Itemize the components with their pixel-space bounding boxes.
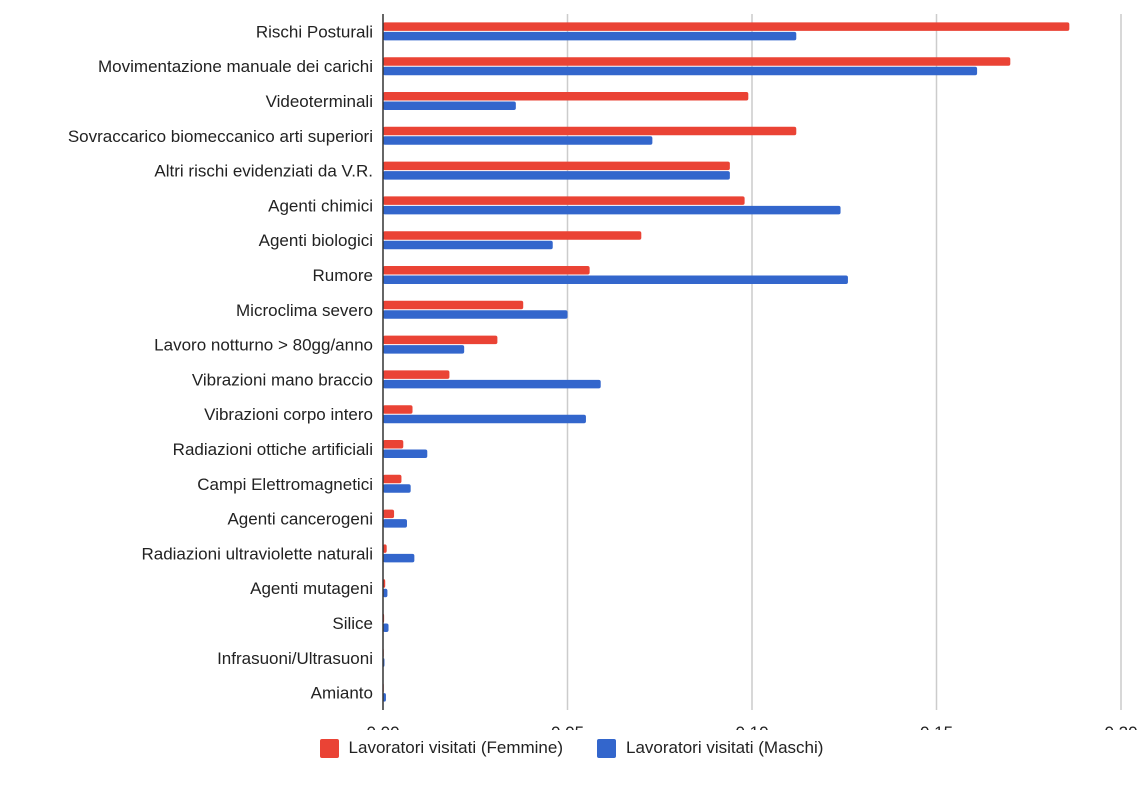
gridlines <box>566 14 1122 710</box>
bar-femmine[interactable] <box>383 474 402 484</box>
legend: Lavoratori visitati (Femmine) Lavoratori… <box>0 738 1143 758</box>
bar-femmine[interactable] <box>383 266 590 275</box>
legend-label-femmine: Lavoratori visitati (Femmine) <box>348 738 563 757</box>
bar-maschi[interactable] <box>383 623 389 633</box>
x-tick-label: 0,05 <box>551 723 584 730</box>
bar-maschi[interactable] <box>383 275 848 285</box>
bar-maschi[interactable] <box>383 240 553 250</box>
bar-maschi[interactable] <box>383 345 465 354</box>
x-tick-label: 0,00 <box>366 723 399 730</box>
category-label: Amianto <box>311 684 373 703</box>
category-label: Agenti cancerogeni <box>227 510 373 529</box>
bar-maschi[interactable] <box>383 379 601 389</box>
category-label: Radiazioni ultraviolette naturali <box>141 544 373 563</box>
bar-chart: 0,00 0,05 0,10 0,15 0,20 Rischi Posturali Movi… <box>68 14 1138 742</box>
category-label: Microclima severo <box>236 301 373 320</box>
category-label: Radiazioni ottiche artificiali <box>173 440 373 459</box>
bar-femmine[interactable] <box>383 300 524 310</box>
category-label: Lavoro notturno > 80gg/anno <box>154 336 373 355</box>
bar-maschi[interactable] <box>383 519 407 528</box>
legend-item-maschi[interactable]: Lavoratori visitati (Maschi) <box>597 738 823 758</box>
category-label: Rischi Posturali <box>256 22 373 41</box>
bar-femmine[interactable] <box>383 231 642 240</box>
bar-femmine[interactable] <box>383 440 404 449</box>
bar-femmine[interactable] <box>383 161 730 171</box>
bar-maschi[interactable] <box>383 31 797 41</box>
bar-maschi[interactable] <box>383 205 841 215</box>
x-tick-label: 0,15 <box>920 723 953 730</box>
category-label: Sovraccarico biomeccanico arti superiori <box>68 127 373 146</box>
bar-femmine[interactable] <box>383 544 387 553</box>
axes: 0,00 0,05 0,10 0,15 0,20 Rischi Posturali Movi… <box>68 14 1138 742</box>
bar-maschi[interactable] <box>383 484 411 493</box>
bar-femmine[interactable] <box>383 22 1070 31</box>
legend-swatch-maschi <box>597 738 616 758</box>
legend-item-femmine[interactable]: Lavoratori visitati (Femmine) <box>319 738 563 758</box>
bar-femmine[interactable] <box>383 370 450 379</box>
x-tick-label: 0,10 <box>735 723 768 730</box>
category-label: Altri rischi evidenziati da V.R. <box>154 162 373 181</box>
bar-femmine[interactable] <box>383 126 797 136</box>
x-tick-label: 0,20 <box>1104 723 1137 730</box>
bar-femmine[interactable] <box>383 196 745 205</box>
bar-maschi[interactable] <box>383 136 653 145</box>
bar-maschi[interactable] <box>383 553 415 563</box>
category-label: Agenti chimici <box>268 196 373 215</box>
category-label: Rumore <box>313 266 373 285</box>
bar-femmine[interactable] <box>383 57 1011 66</box>
bar-maschi[interactable] <box>383 101 516 111</box>
category-label: Videoterminali <box>266 92 373 111</box>
bar-femmine[interactable] <box>383 509 395 519</box>
category-label: Agenti mutageni <box>250 579 373 598</box>
category-label: Vibrazioni mano braccio <box>192 370 373 389</box>
legend-label-maschi: Lavoratori visitati (Maschi) <box>626 738 824 757</box>
category-label: Vibrazioni corpo intero <box>204 405 373 424</box>
bars <box>383 22 1070 702</box>
bar-maschi[interactable] <box>383 66 978 76</box>
category-label: Movimentazione manuale dei carichi <box>98 57 373 76</box>
bar-maschi[interactable] <box>383 588 388 598</box>
category-label: Infrasuoni/Ultrasuoni <box>217 649 373 668</box>
category-label: Campi Elettromagnetici <box>197 475 373 494</box>
bar-maschi[interactable] <box>383 310 568 319</box>
bar-femmine[interactable] <box>383 92 749 101</box>
bar-maschi[interactable] <box>383 171 730 180</box>
category-label: Silice <box>332 614 373 633</box>
bar-maschi[interactable] <box>383 449 428 459</box>
bar-maschi[interactable] <box>383 414 586 424</box>
bar-femmine[interactable] <box>383 335 498 345</box>
category-label: Agenti biologici <box>259 231 373 250</box>
legend-swatch-femmine <box>319 738 339 758</box>
bar-femmine[interactable] <box>383 405 413 414</box>
